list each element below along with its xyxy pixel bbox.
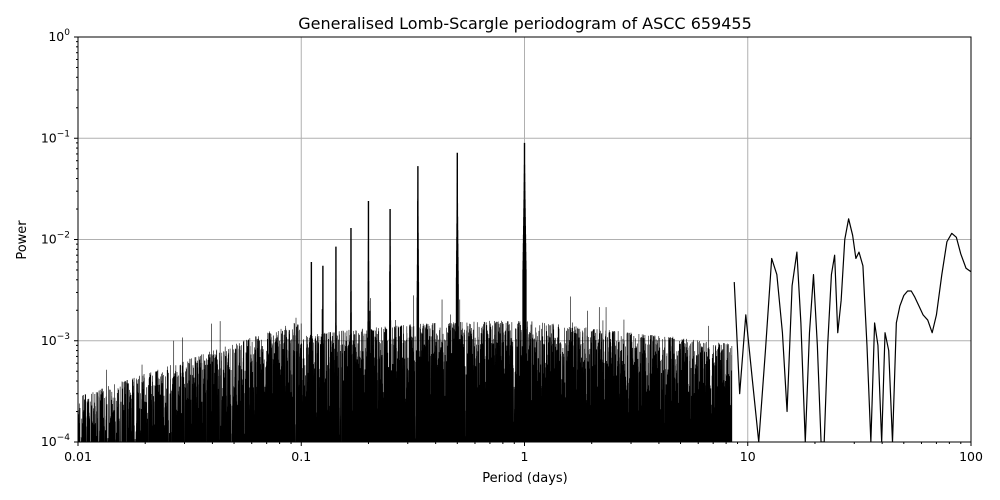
- x-tick-label: 10: [740, 449, 756, 464]
- y-tick-label: 10−4: [41, 433, 70, 449]
- y-axis-label: Power: [15, 220, 30, 260]
- x-tick-label: 0.1: [291, 449, 311, 464]
- data-layer: [78, 142, 971, 442]
- y-axis: 10−4 10−3 10−2 10−1 100: [41, 28, 78, 449]
- y-tick-label: 10−2: [41, 231, 70, 247]
- y-tick-label: 10−3: [41, 332, 70, 348]
- series-group: [78, 142, 971, 442]
- x-axis: 0.01 0.1 1 10 100: [64, 442, 983, 464]
- y-tick-label: 10−1: [41, 129, 70, 145]
- x-tick-label: 100: [959, 449, 983, 464]
- x-axis-label: Period (days): [482, 471, 568, 486]
- x-tick-label: 1: [521, 449, 529, 464]
- x-tick-label: 0.01: [64, 449, 92, 464]
- series-long-period: [733, 218, 971, 442]
- chart-title: Generalised Lomb-Scargle periodogram of …: [298, 14, 752, 33]
- y-tick-label: 100: [48, 28, 70, 44]
- series-noise-forest: [78, 147, 733, 442]
